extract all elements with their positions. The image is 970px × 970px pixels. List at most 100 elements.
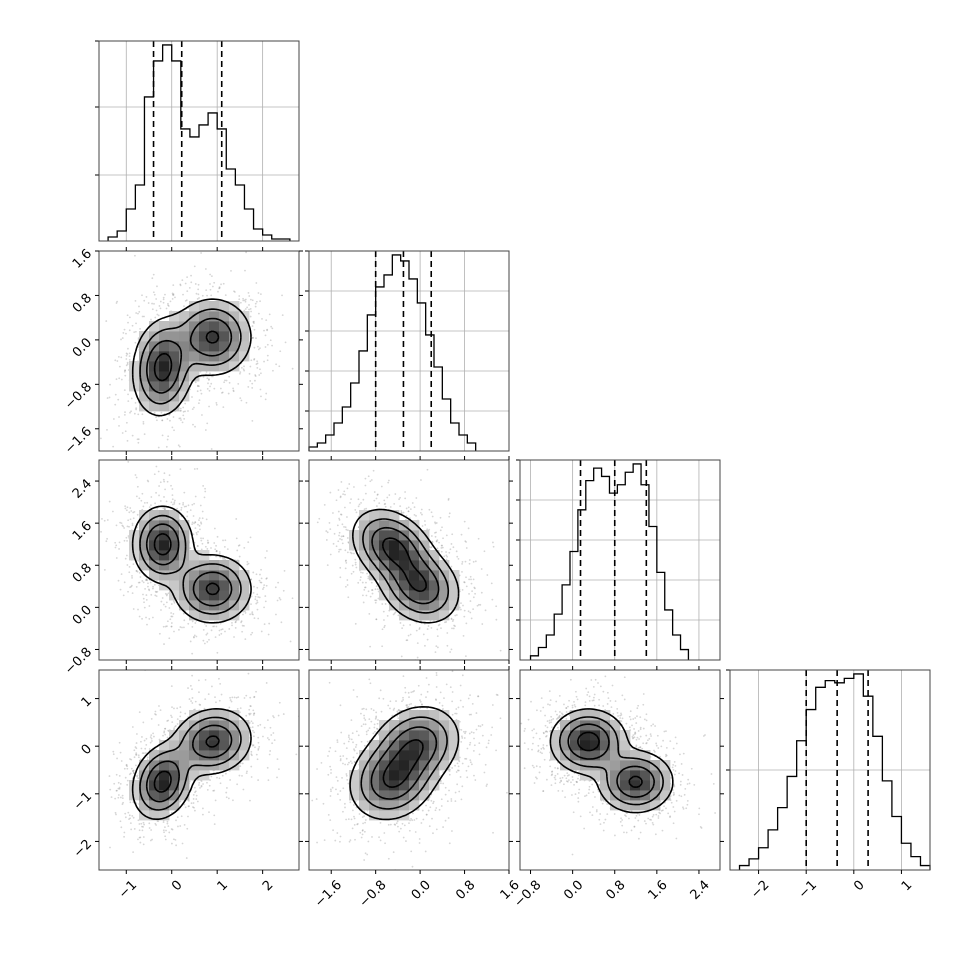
scatter-point: [474, 592, 476, 595]
scatter-point: [375, 505, 378, 507]
scatter-point: [283, 569, 286, 572]
scatter-point: [121, 524, 124, 527]
density-cell: [139, 401, 150, 412]
scatter-point: [215, 549, 218, 552]
density-cell: [399, 580, 410, 591]
scatter-point: [335, 545, 338, 548]
density-cell: [419, 610, 430, 621]
density-cell: [179, 560, 190, 571]
scatter-point: [171, 615, 174, 618]
scatter-point: [179, 284, 182, 287]
scatter-point: [447, 499, 450, 501]
density-cell: [159, 361, 170, 372]
density-cell: [179, 361, 190, 372]
scatter-point: [172, 600, 175, 603]
scatter-point: [156, 507, 158, 510]
scatter-point: [243, 299, 246, 302]
scatter-point: [136, 485, 139, 488]
scatter-point: [427, 625, 430, 627]
scatter-point: [259, 388, 262, 391]
scatter-point: [260, 577, 263, 580]
scatter-point: [123, 527, 126, 529]
scatter-point: [364, 484, 367, 487]
scatter-point: [256, 601, 259, 604]
scatter-point: [146, 501, 149, 504]
density-cell: [359, 550, 370, 561]
scatter-point: [492, 541, 494, 544]
scatter-point: [254, 746, 256, 749]
scatter-point: [214, 799, 217, 802]
scatter-point: [123, 831, 126, 834]
scatter-point: [244, 298, 247, 301]
density-cell: [159, 381, 170, 392]
density-cell: [199, 580, 210, 591]
scatter-point: [282, 589, 285, 592]
scatter-point: [194, 708, 196, 711]
density-cell: [169, 530, 180, 541]
scatter-point: [131, 575, 133, 577]
scatter-point: [267, 779, 270, 782]
scatter-point: [123, 581, 126, 584]
scatter-point: [118, 424, 120, 427]
scatter-point: [138, 829, 141, 832]
scatter-point: [454, 625, 456, 628]
scatter-point: [201, 510, 204, 513]
scatter-point: [253, 328, 256, 331]
scatter-point: [187, 410, 189, 412]
scatter-point: [141, 617, 143, 620]
scatter-point: [169, 618, 172, 621]
scatter-point: [342, 493, 345, 496]
density-cell: [219, 331, 230, 342]
scatter-point: [369, 645, 372, 648]
scatter-point: [251, 382, 254, 385]
density-cell: [239, 351, 250, 362]
scatter-point: [415, 629, 418, 632]
scatter-point: [249, 799, 251, 802]
scatter-point: [257, 348, 260, 351]
scatter-point: [173, 727, 176, 730]
scatter-point: [197, 384, 199, 387]
scatter-point: [163, 496, 165, 498]
density-cell: [389, 570, 400, 581]
scatter-point: [179, 825, 182, 827]
scatter-point: [346, 516, 348, 518]
scatter-point: [340, 513, 343, 516]
scatter-point: [436, 646, 439, 649]
scatter-point: [114, 359, 117, 362]
scatter-point: [418, 627, 421, 629]
scatter-point: [468, 578, 471, 581]
scatter-point: [191, 625, 194, 628]
scatter-point: [138, 310, 141, 313]
scatter-point: [173, 601, 176, 604]
scatter-point: [224, 630, 226, 633]
scatter-point: [383, 624, 386, 627]
density-cell: [219, 560, 230, 571]
scatter-point: [125, 421, 128, 424]
scatter-point: [469, 611, 472, 614]
scatter-point: [162, 829, 165, 832]
scatter-point: [189, 684, 192, 687]
density-cell: [209, 331, 220, 342]
scatter-point: [105, 540, 108, 543]
scatter-point: [170, 615, 173, 618]
scatter-point: [252, 714, 255, 716]
scatter-point: [155, 491, 157, 494]
scatter-point: [344, 526, 347, 529]
density-cell: [139, 550, 150, 561]
scatter-point: [424, 644, 426, 647]
density-cell: [199, 331, 210, 342]
scatter-point: [275, 363, 278, 366]
scatter-point: [374, 601, 377, 604]
hist-3-step-line: [738, 673, 931, 870]
scatter-point: [232, 390, 235, 393]
scatter-point: [184, 282, 187, 285]
scatter-point: [180, 419, 182, 421]
scatter-point: [253, 696, 256, 699]
scatter-point: [166, 438, 169, 441]
scatter-point: [253, 357, 256, 360]
density-cell: [379, 540, 390, 551]
contour-level-1: [139, 514, 242, 615]
scatter-point: [434, 532, 436, 534]
scatter-point: [230, 269, 232, 272]
scatter-point: [126, 765, 128, 768]
